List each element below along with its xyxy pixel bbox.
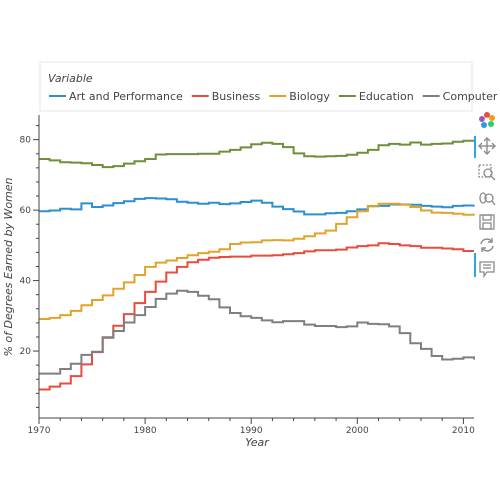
toolbar bbox=[474, 108, 500, 283]
legend: Variable Art and Performance Business Biol… bbox=[39, 61, 500, 112]
series-line-3 bbox=[39, 139, 474, 169]
y-axis-label: % of Degrees Earned by Women bbox=[2, 177, 15, 356]
legend-item-3[interactable]: Education bbox=[338, 90, 414, 103]
reset-icon[interactable] bbox=[477, 235, 497, 255]
legend-label: Biology bbox=[289, 90, 330, 103]
legend-title: Variable bbox=[48, 72, 93, 85]
y-tick-label: 20 bbox=[20, 347, 32, 357]
x-tick-label: 1990 bbox=[240, 426, 263, 436]
x-tick-label: 1980 bbox=[134, 426, 157, 436]
legend-item-0[interactable]: Art and Performance bbox=[49, 90, 183, 103]
y-tick-label: 40 bbox=[20, 277, 32, 287]
series-line-4 bbox=[39, 289, 475, 375]
legend-label: Art and Performance bbox=[69, 90, 183, 103]
legend-item-2[interactable]: Biology bbox=[269, 90, 330, 103]
series-line-0 bbox=[39, 197, 475, 216]
legend-label: Education bbox=[359, 90, 414, 103]
box-zoom-icon[interactable] bbox=[477, 163, 497, 183]
x-tick-label: 2000 bbox=[346, 426, 369, 436]
x-tick-label: 2010 bbox=[452, 426, 475, 436]
legend-item-4[interactable]: Computer Science bbox=[422, 90, 500, 103]
active-tool-indicator-2 bbox=[474, 253, 476, 277]
series-line-2 bbox=[39, 202, 475, 320]
y-axis: 20 40 60 80 bbox=[20, 125, 39, 408]
x-tick-label: 1970 bbox=[28, 426, 51, 436]
hover-icon[interactable] bbox=[477, 259, 497, 279]
bokeh-logo-icon[interactable] bbox=[477, 110, 497, 130]
legend-box bbox=[39, 61, 473, 112]
y-tick-label: 80 bbox=[20, 136, 32, 146]
y-tick-label: 60 bbox=[20, 206, 32, 216]
x-axis: 1970 1980 1990 2000 2010 bbox=[28, 418, 475, 436]
pan-icon[interactable] bbox=[477, 136, 497, 156]
x-axis-label: Year bbox=[245, 436, 270, 449]
series-line-1 bbox=[39, 242, 474, 391]
active-tool-indicator bbox=[474, 136, 476, 158]
legend-label: Computer Science bbox=[443, 90, 500, 103]
legend-item-1[interactable]: Business bbox=[191, 90, 261, 103]
plot-area[interactable]: 20 40 60 80 1970 1980 1990 2000 2010 bbox=[20, 115, 476, 436]
wheel-zoom-icon[interactable] bbox=[477, 189, 497, 209]
save-icon[interactable] bbox=[477, 212, 497, 232]
legend-label: Business bbox=[212, 90, 261, 103]
